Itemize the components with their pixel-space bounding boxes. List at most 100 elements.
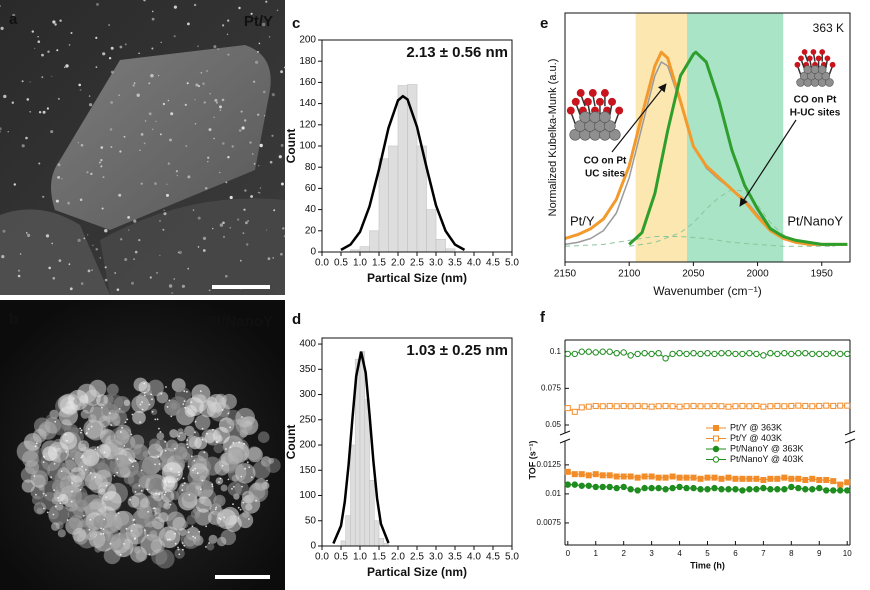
particle xyxy=(156,272,158,274)
particle xyxy=(181,284,185,288)
particle xyxy=(250,12,253,15)
particle xyxy=(37,40,41,43)
particle xyxy=(216,101,218,104)
particle xyxy=(126,418,129,421)
marker xyxy=(578,471,585,478)
particle xyxy=(244,119,247,122)
particle xyxy=(129,498,132,501)
marker xyxy=(823,476,830,483)
particle xyxy=(127,216,130,219)
particle xyxy=(148,553,151,556)
sample-caption: Pt/Y xyxy=(244,13,273,30)
aggregate xyxy=(199,475,206,482)
particle xyxy=(128,229,130,231)
particle xyxy=(80,282,84,285)
particle xyxy=(55,505,57,508)
particle xyxy=(194,123,197,125)
particle xyxy=(222,221,225,225)
marker xyxy=(718,486,725,493)
marker xyxy=(627,403,634,410)
particle xyxy=(84,468,87,471)
marker xyxy=(816,484,823,492)
marker xyxy=(725,486,732,493)
x-tick-label: 2000 xyxy=(746,269,769,280)
aggregate xyxy=(57,494,69,505)
particle xyxy=(255,499,257,502)
x-axis-label: Partical Size (nm) xyxy=(367,271,467,285)
particle xyxy=(47,50,50,53)
particle xyxy=(94,448,97,451)
particle xyxy=(232,503,234,506)
particle xyxy=(246,243,249,246)
x-tick-label: 4.5 xyxy=(486,552,500,563)
particle xyxy=(176,478,179,480)
histogram-bar xyxy=(426,209,437,253)
particle xyxy=(259,187,262,189)
particle xyxy=(151,10,154,13)
marker xyxy=(627,473,634,480)
particle xyxy=(124,258,128,261)
marker xyxy=(571,408,578,415)
temperature-label: 363 K xyxy=(813,21,844,35)
particle xyxy=(143,382,146,385)
marker xyxy=(592,349,599,356)
particle xyxy=(164,491,167,494)
particle xyxy=(278,155,282,159)
particle xyxy=(211,485,214,488)
legend-marker xyxy=(713,425,719,431)
marker xyxy=(774,486,781,493)
marker xyxy=(746,486,753,493)
histogram-bar xyxy=(435,238,446,253)
particle xyxy=(259,143,263,148)
particle xyxy=(266,229,268,231)
pt-atom xyxy=(821,71,831,81)
particle xyxy=(178,473,181,476)
particle xyxy=(248,466,251,468)
marker xyxy=(830,487,837,494)
aggregate xyxy=(248,482,269,503)
marker xyxy=(718,475,725,482)
particle xyxy=(182,477,185,480)
y-tick-label: 0.01 xyxy=(545,489,561,498)
particle xyxy=(87,269,91,273)
particle xyxy=(45,234,50,238)
particle xyxy=(266,479,268,482)
panel-label: b xyxy=(9,311,18,328)
aggregate xyxy=(156,432,165,440)
fit-curve xyxy=(340,94,466,251)
aggregate xyxy=(215,477,224,485)
particle xyxy=(103,518,106,521)
particle xyxy=(280,182,284,186)
aggregate xyxy=(78,440,90,452)
x-tick-label: 4.0 xyxy=(467,552,481,563)
x-tick-label: 2.0 xyxy=(391,552,405,563)
particle xyxy=(88,528,91,531)
particle xyxy=(147,510,150,513)
particle xyxy=(193,459,196,462)
particle xyxy=(152,507,155,510)
particle xyxy=(21,144,25,148)
marker xyxy=(648,473,655,480)
particle xyxy=(35,493,37,496)
marker xyxy=(788,475,795,482)
aggregate xyxy=(180,528,201,549)
particle xyxy=(162,228,165,231)
panel-label: a xyxy=(9,11,18,28)
fit-annotation: 2.13 ± 0.56 nm xyxy=(406,44,508,61)
particle xyxy=(141,401,143,403)
histogram-bar xyxy=(340,540,347,547)
marker xyxy=(669,403,676,410)
marker xyxy=(774,402,781,409)
marker xyxy=(704,486,711,493)
particle xyxy=(100,406,103,409)
particle xyxy=(17,269,21,272)
particle xyxy=(151,410,154,413)
marker xyxy=(613,473,620,480)
marker xyxy=(781,486,788,493)
y-tick-label: 140 xyxy=(299,98,316,109)
aggregate xyxy=(213,426,230,444)
marker xyxy=(683,403,690,410)
particle xyxy=(48,266,51,270)
particle xyxy=(171,292,174,294)
panel-label: d xyxy=(292,311,301,328)
